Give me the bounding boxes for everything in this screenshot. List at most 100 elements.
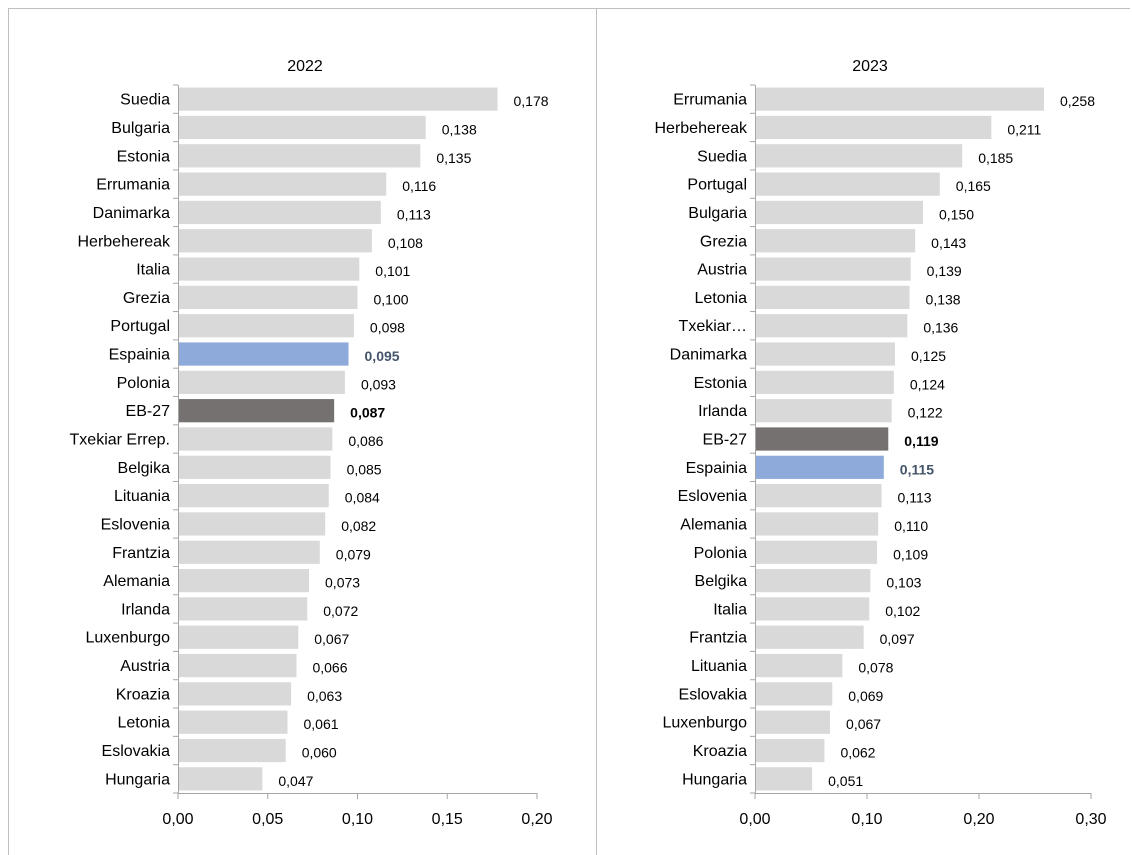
- value-label: 0,095: [365, 348, 400, 364]
- category-label: Frantzia: [112, 545, 170, 562]
- category-label: Letonia: [118, 715, 171, 732]
- category-label: Estonia: [694, 375, 747, 392]
- bar-suedia: [756, 144, 963, 168]
- value-label: 0,061: [304, 716, 339, 732]
- chart-2023-svg: 2023 Errumania 0,258 Herbehereak 0,211 Suedi…: [655, 58, 1107, 828]
- value-label: 0,051: [828, 773, 863, 789]
- bar-polonia: [756, 540, 878, 564]
- x-tick-label: 0,20: [521, 811, 552, 828]
- value-label: 0,085: [347, 461, 382, 477]
- value-label: 0,211: [1007, 121, 1041, 137]
- bar-alemania: [756, 512, 879, 536]
- bar-frantzia: [179, 540, 320, 564]
- category-label: Eslovenia: [101, 516, 170, 533]
- bar-belgika: [756, 568, 871, 593]
- bar-eslovakia: [756, 682, 833, 706]
- x-tick-label: 0,00: [162, 811, 193, 828]
- bar-alemania: [179, 568, 310, 593]
- bar-austria: [756, 257, 911, 281]
- x-tick-label: 0,10: [342, 811, 373, 828]
- value-label: 0,100: [374, 291, 409, 307]
- bar-kroazia: [756, 738, 825, 763]
- x-tick-label: 0,15: [432, 811, 463, 828]
- chart-2022-svg: 2022 Suedia 0,178 Bulgaria 0,138 Estonia 0,13…: [70, 58, 553, 828]
- chart-2022: 2022 Suedia 0,178 Bulgaria 0,138 Estonia 0,13…: [70, 58, 553, 828]
- bar-hungaria: [756, 767, 813, 791]
- category-label: Alemania: [103, 573, 170, 590]
- bar-errumania: [756, 87, 1044, 111]
- x-tick-label: 0,05: [252, 811, 283, 828]
- bar-txekiar-errep-: [179, 427, 333, 451]
- bar-espainia: [179, 342, 349, 366]
- category-label: Errumania: [96, 177, 170, 194]
- value-label: 0,119: [904, 433, 938, 449]
- value-label: 0,113: [898, 490, 932, 506]
- bar-belgika: [179, 455, 331, 479]
- value-label: 0,082: [341, 518, 376, 534]
- category-label: Italia: [713, 601, 747, 618]
- value-label: 0,138: [442, 121, 477, 137]
- category-label: EB-27: [126, 403, 171, 420]
- chart-2023: 2023 Errumania 0,258 Herbehereak 0,211 Suedi…: [596, 0, 1132, 855]
- category-label: Espainia: [109, 347, 170, 364]
- value-label: 0,185: [978, 150, 1013, 166]
- value-label: 0,122: [908, 405, 943, 421]
- value-label: 0,072: [323, 603, 358, 619]
- value-label: 0,087: [350, 405, 385, 421]
- value-label: 0,258: [1060, 93, 1095, 109]
- value-label: 0,047: [278, 773, 313, 789]
- value-label: 0,067: [846, 716, 881, 732]
- bar-letonia: [179, 710, 288, 734]
- bar-luxenburgo: [756, 710, 831, 734]
- value-label: 0,102: [885, 603, 920, 619]
- bar-austria: [179, 653, 297, 678]
- bar-italia: [756, 597, 870, 621]
- bar-estonia: [179, 144, 421, 168]
- value-label: 0,138: [926, 291, 961, 307]
- value-label: 0,086: [348, 433, 383, 449]
- x-tick-label: 0,00: [739, 811, 770, 828]
- value-label: 0,063: [307, 688, 342, 704]
- category-label: Suedia: [120, 92, 170, 109]
- category-label: Frantzia: [689, 630, 747, 647]
- bar-frantzia: [756, 625, 864, 649]
- bar-grezia: [756, 229, 916, 253]
- figure-frame: [8, 8, 1130, 855]
- bar-suedia: [179, 87, 498, 111]
- bar-letonia: [756, 285, 910, 310]
- value-label: 0,073: [325, 575, 360, 591]
- value-label: 0,115: [900, 461, 934, 477]
- value-label: 0,139: [927, 263, 962, 279]
- category-label: Polonia: [117, 375, 170, 392]
- bar-estonia: [756, 370, 894, 394]
- value-label: 0,084: [345, 490, 380, 506]
- value-label: 0,078: [858, 660, 893, 676]
- bar-kroazia: [179, 682, 292, 706]
- value-label: 0,165: [956, 178, 991, 194]
- category-label: Lituania: [691, 658, 747, 675]
- category-label: Belgika: [118, 460, 171, 477]
- category-label: Portugal: [110, 318, 170, 335]
- chart-title: 2022: [287, 58, 323, 75]
- category-label: Txekiar Errep.: [70, 432, 170, 449]
- value-label: 0,150: [939, 206, 974, 222]
- bar-portugal: [179, 314, 354, 338]
- category-label: Grezia: [123, 290, 170, 307]
- bar-irlanda: [756, 399, 892, 423]
- category-label: Estonia: [117, 148, 170, 165]
- bar-txekiar-: [756, 314, 908, 338]
- category-label: Txekiar…: [679, 318, 747, 335]
- category-label: Danimarka: [93, 205, 170, 222]
- chart-title: 2023: [852, 58, 888, 75]
- bar-bulgaria: [756, 200, 923, 225]
- bar-danimarka: [179, 200, 381, 225]
- category-label: Eslovakia: [679, 686, 748, 703]
- bar-danimarka: [756, 342, 895, 366]
- bar-polonia: [179, 370, 345, 394]
- bar-eslovenia: [179, 512, 326, 536]
- bar-lituania: [179, 484, 329, 508]
- bar-eb-27: [756, 427, 889, 451]
- value-label: 0,143: [931, 235, 966, 251]
- value-label: 0,109: [893, 546, 928, 562]
- value-label: 0,079: [336, 546, 371, 562]
